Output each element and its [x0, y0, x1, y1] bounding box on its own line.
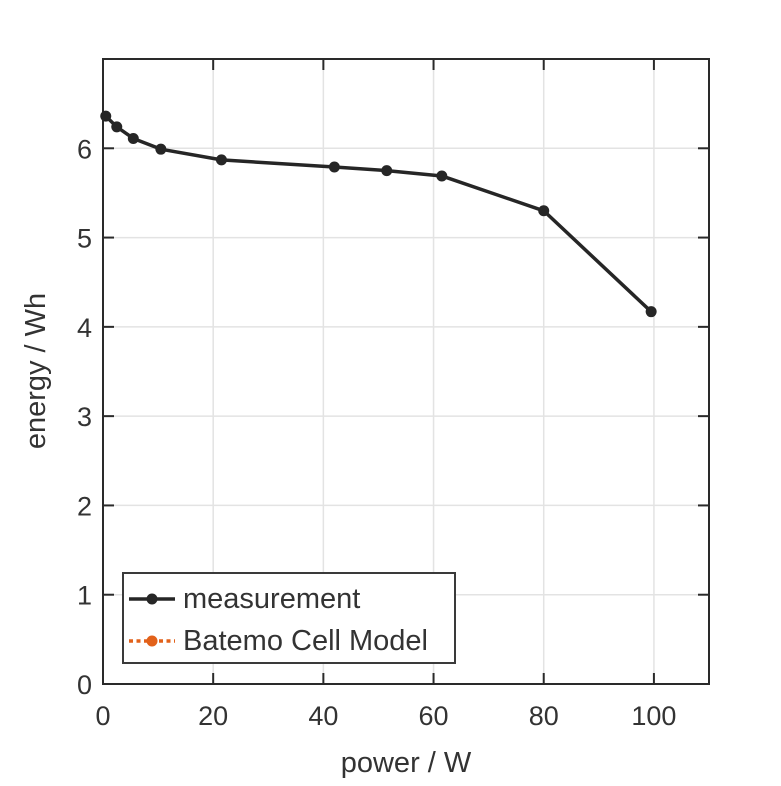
- y-axis-label: energy / Wh: [20, 293, 52, 449]
- x-tick-label-20: 20: [198, 701, 228, 731]
- y-tick-label-0: 0: [77, 670, 92, 700]
- legend-label-measurement: measurement: [183, 583, 360, 615]
- x-tick-labels: 0 20 40 60 80 100: [95, 701, 676, 731]
- plot-border: [102, 58, 710, 685]
- data-point-marker: [328, 161, 340, 173]
- legend-entry-batemo-cell-model: Batemo Cell Model: [129, 625, 428, 657]
- data-point-marker: [111, 121, 123, 133]
- y-tick-label-2: 2: [77, 491, 92, 521]
- y-tick-label-1: 1: [77, 581, 92, 611]
- x-tick-label-0: 0: [95, 701, 110, 731]
- y-tick-label-6: 6: [77, 134, 92, 164]
- data-point-marker: [538, 205, 550, 217]
- legend-marker-batemo: [146, 635, 158, 647]
- series-measurement: [100, 110, 657, 318]
- y-tick-labels: 0 1 2 3 4 5 6: [77, 134, 92, 700]
- x-tick-label-40: 40: [308, 701, 338, 731]
- y-tick-label-5: 5: [77, 224, 92, 254]
- x-tick-label-100: 100: [631, 701, 676, 731]
- x-tick-label-60: 60: [419, 701, 449, 731]
- legend-entry-measurement: measurement: [129, 583, 360, 615]
- data-point-marker: [100, 110, 112, 122]
- x-axis-label: power / W: [341, 747, 472, 779]
- legend: measurement Batemo Cell Model: [122, 572, 456, 664]
- data-point-marker: [381, 165, 393, 177]
- data-point-marker: [645, 306, 657, 318]
- series-line-measurement: [104, 114, 653, 313]
- data-point-marker: [215, 154, 227, 166]
- x-tick-label-80: 80: [529, 701, 559, 731]
- y-tick-label-3: 3: [77, 402, 92, 432]
- legend-label-batemo: Batemo Cell Model: [183, 625, 428, 657]
- legend-box: [122, 572, 456, 664]
- data-point-marker: [155, 143, 167, 155]
- data-point-marker: [127, 132, 139, 144]
- data-point-marker: [436, 170, 448, 182]
- y-tick-label-4: 4: [77, 313, 92, 343]
- legend-marker-measurement: [146, 593, 158, 605]
- axis-ticks: [102, 59, 709, 685]
